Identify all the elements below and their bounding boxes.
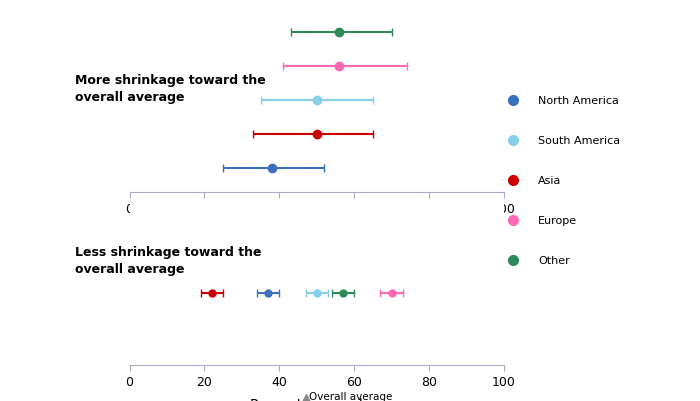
Text: Europe: Europe <box>538 216 577 225</box>
Text: Other: Other <box>538 256 570 265</box>
Text: Overall average: Overall average <box>332 208 415 217</box>
Text: North America: North America <box>538 95 619 105</box>
Text: Overall average: Overall average <box>309 391 393 401</box>
Text: More shrinkage toward the
overall average: More shrinkage toward the overall averag… <box>75 74 266 104</box>
X-axis label: Percent responders: Percent responders <box>250 397 384 401</box>
Text: South America: South America <box>538 136 620 145</box>
Text: Asia: Asia <box>538 176 561 185</box>
Text: Less shrinkage toward the
overall average: Less shrinkage toward the overall averag… <box>75 246 262 275</box>
